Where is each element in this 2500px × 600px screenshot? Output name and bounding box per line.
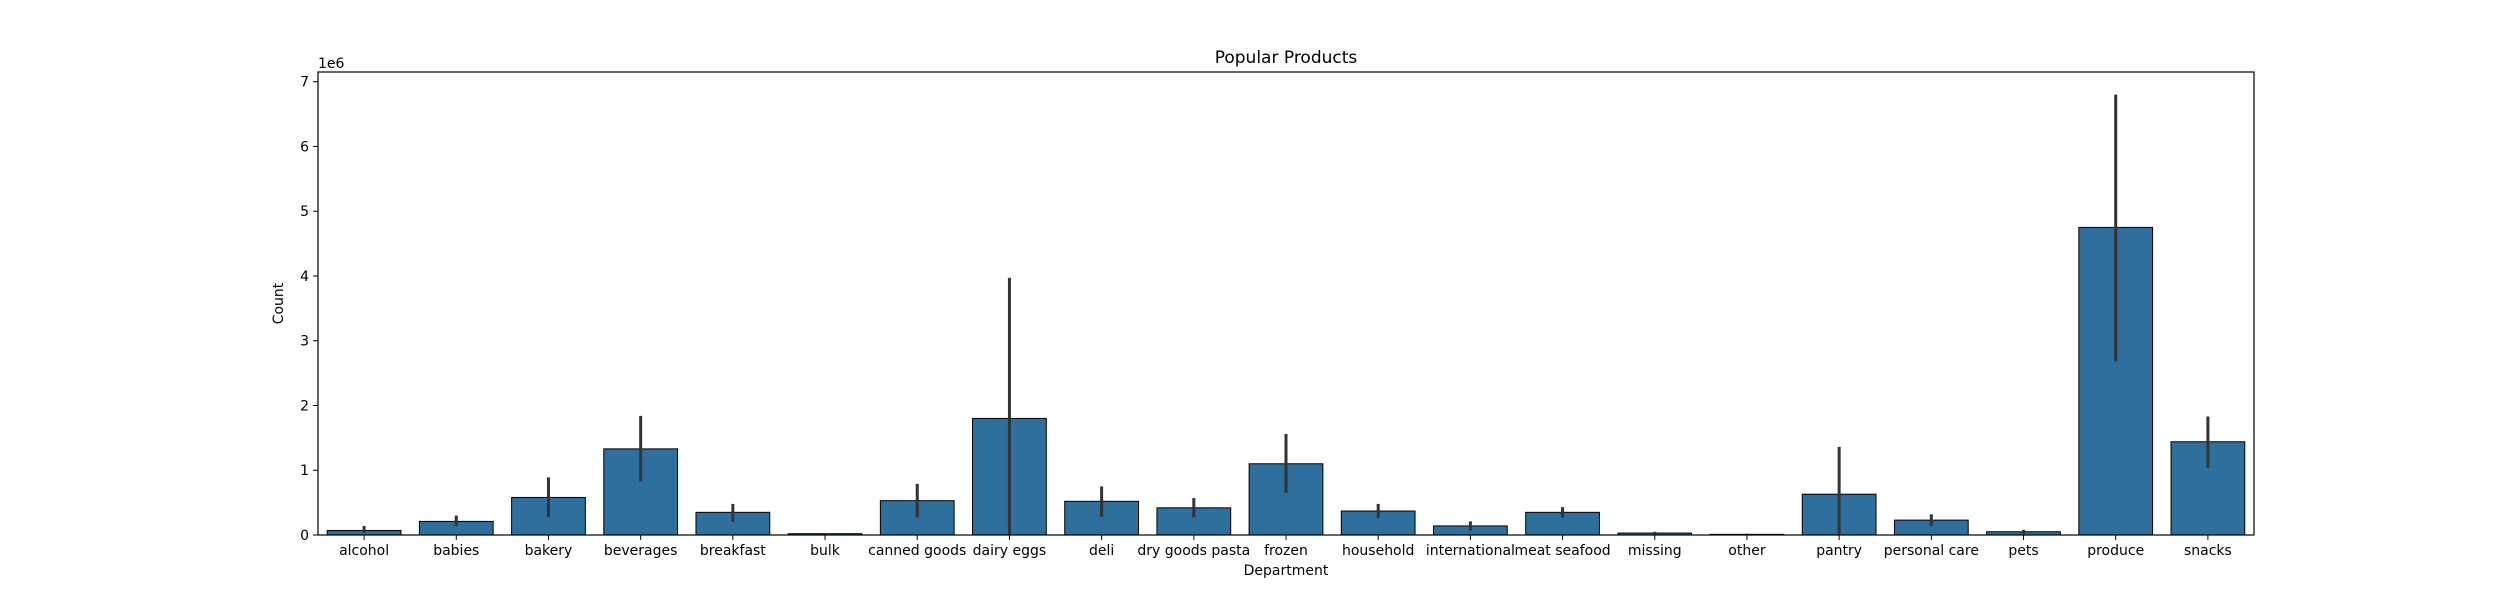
x-tick-label: alcohol <box>339 543 389 559</box>
x-tick-label: other <box>1728 543 1766 559</box>
x-tick-label: snacks <box>2184 543 2232 559</box>
x-tick-label: babies <box>433 543 479 559</box>
chart-title: Popular Products <box>1215 48 1358 68</box>
x-tick-label: frozen <box>1264 543 1308 559</box>
error-bars-group <box>362 94 2210 535</box>
y-tick-label: 5 <box>300 204 309 220</box>
y-tick-label: 6 <box>300 139 309 155</box>
x-axis-label: Department <box>1244 563 1329 579</box>
x-tick-label: breakfast <box>700 543 766 559</box>
y-tick-label: 2 <box>300 398 309 414</box>
x-tick-label: meat seafood <box>1514 543 1610 559</box>
y-tick-label: 4 <box>300 269 309 285</box>
y-scale-label: 1e6 <box>318 56 345 72</box>
x-tick-label: canned goods <box>868 543 966 559</box>
x-tick-label: beverages <box>604 543 678 559</box>
x-tick-label: bulk <box>810 543 841 559</box>
y-tick-label: 0 <box>300 528 309 544</box>
y-axis-label: Count <box>271 282 287 324</box>
x-tick-label: personal care <box>1884 543 1979 559</box>
y-tick-label: 7 <box>300 75 309 91</box>
plot-frame <box>317 71 2255 536</box>
y-tick-label: 3 <box>300 334 309 350</box>
x-tick-label: household <box>1342 543 1414 559</box>
x-tick-label: missing <box>1628 543 1682 559</box>
x-tick-label: international <box>1426 543 1515 559</box>
x-tick-label: pantry <box>1816 543 1862 559</box>
y-axis-ticks: 0 1 2 3 4 5 6 7 <box>300 75 318 544</box>
x-tick-label: dry goods pasta <box>1137 543 1250 559</box>
x-tick-label: produce <box>2087 543 2144 559</box>
x-axis-ticks: alcohol babies bakery beverages breakfast bul… <box>339 535 2232 559</box>
x-tick-label: pets <box>2008 543 2038 559</box>
x-tick-label: dairy eggs <box>973 543 1047 559</box>
y-tick-label: 1 <box>300 463 309 479</box>
x-tick-label: bakery <box>525 543 573 559</box>
x-tick-label: deli <box>1089 543 1114 559</box>
